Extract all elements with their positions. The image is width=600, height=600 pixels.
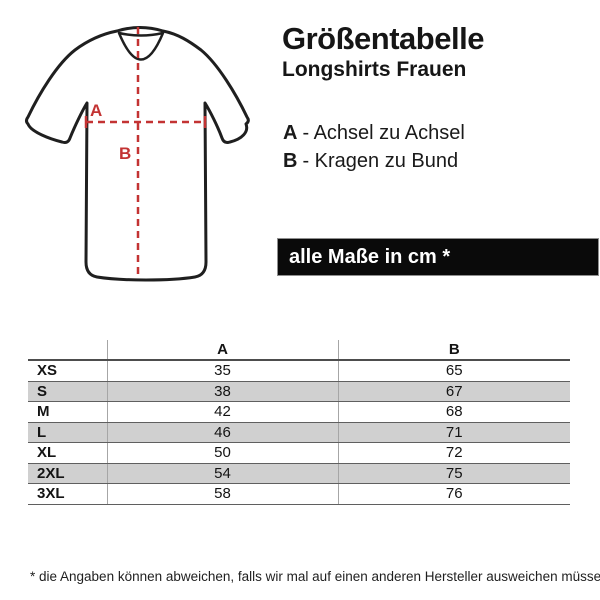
measurements-banner: alle Maße in cm * xyxy=(277,238,599,276)
legend-text-a: - Achsel zu Achsel xyxy=(302,122,465,144)
diagram-label-b: B xyxy=(119,144,131,163)
diagram-label-a: A xyxy=(90,101,102,120)
measurement-legend: A- Achsel zu Achsel B- Kragen zu Bund xyxy=(283,119,465,175)
value-b: 72 xyxy=(337,442,570,464)
tshirt-diagram: A B xyxy=(0,0,270,300)
size-label: L xyxy=(28,422,107,443)
value-a: 38 xyxy=(106,381,338,402)
size-label: 2XL xyxy=(28,463,107,484)
value-b: 76 xyxy=(337,483,570,505)
table-row-m: M 42 68 xyxy=(28,401,570,423)
legend-item-b: B- Kragen zu Bund xyxy=(283,147,465,175)
header-cell-a: A xyxy=(106,340,338,361)
size-label: XL xyxy=(28,442,107,464)
table-row-3xl: 3XL 58 76 xyxy=(28,483,570,505)
legend-key-b: B xyxy=(283,150,298,172)
value-a: 46 xyxy=(106,422,338,443)
size-label: S xyxy=(28,381,107,402)
size-label: M xyxy=(28,401,107,423)
page-subtitle: Longshirts Frauen xyxy=(282,58,467,81)
page-title: Größentabelle xyxy=(282,21,484,56)
tshirt-collar-shape xyxy=(117,31,165,61)
header-cell-b: B xyxy=(337,340,570,361)
size-label: XS xyxy=(28,360,107,382)
tshirt-outline-svg: A B xyxy=(25,26,250,282)
value-a: 54 xyxy=(106,463,338,484)
value-b: 68 xyxy=(337,401,570,423)
table-row-xs: XS 35 65 xyxy=(28,360,570,382)
value-a: 58 xyxy=(106,483,338,505)
footnote: * die Angaben können abweichen, falls wi… xyxy=(30,569,600,584)
value-b: 75 xyxy=(337,463,570,484)
legend-text-b: - Kragen zu Bund xyxy=(302,150,459,172)
title-block: Größentabelle Longshirts Frauen xyxy=(282,22,484,82)
value-a: 50 xyxy=(106,442,338,464)
table-row-s: S 38 67 xyxy=(28,381,570,402)
table-row-xl: XL 50 72 xyxy=(28,442,570,464)
value-a: 42 xyxy=(106,401,338,423)
legend-key-a: A xyxy=(283,122,298,144)
value-a: 35 xyxy=(106,360,338,382)
size-label: 3XL xyxy=(28,483,107,505)
legend-item-a: A- Achsel zu Achsel xyxy=(283,119,465,147)
value-b: 67 xyxy=(337,381,570,402)
value-b: 65 xyxy=(337,360,570,382)
table-row-2xl: 2XL 54 75 xyxy=(28,463,570,484)
value-b: 71 xyxy=(337,422,570,443)
table-header-row: A B xyxy=(28,340,570,361)
size-table: A B XS 35 65 S 38 67 M 42 68 L 46 71 XL … xyxy=(28,340,570,505)
table-row-l: L 46 71 xyxy=(28,422,570,443)
header-cell-size xyxy=(28,340,107,361)
